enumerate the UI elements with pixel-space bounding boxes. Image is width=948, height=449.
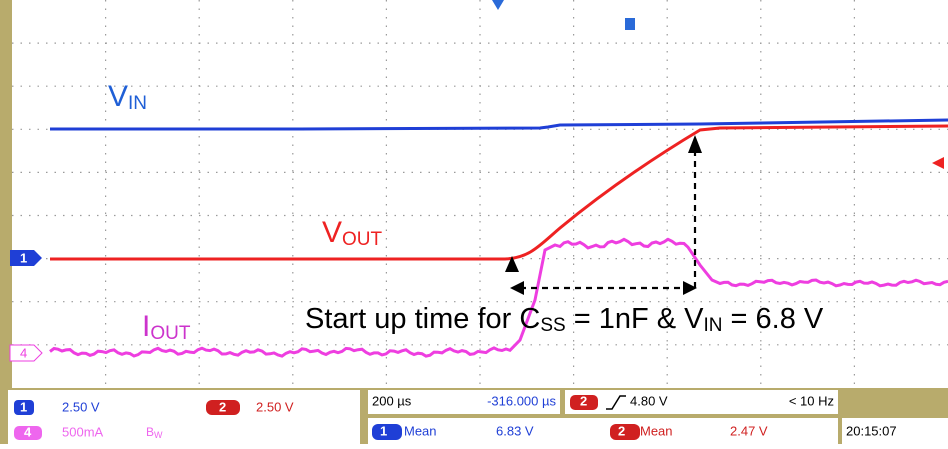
ch2-num: 2 [219,399,226,414]
clock: 20:15:07 [846,423,897,438]
measure-box [368,418,838,444]
m2-num: 2 [618,423,625,438]
m1-type: Mean [404,423,437,438]
channel-box [8,390,360,444]
ch4-marker [9,344,43,362]
trig-level: 4.80 V [630,393,668,408]
m2-badge [610,424,640,440]
vout-trace [50,124,948,261]
iout-trace [49,237,948,358]
m2-type: Mean [640,423,673,438]
trigger-level [932,157,944,169]
iout-label: IOUT [142,310,191,344]
trigger-position [492,0,504,10]
ch1-marker [10,250,42,266]
vin-label: VIN [108,80,147,114]
trig-num: 2 [580,393,587,408]
trig-freq: < 10 Hz [789,393,834,408]
arrows [520,150,697,290]
annotation: Start up time for CSS = 1nF & VIN = 6.8 … [305,303,824,336]
timebase-scale: 200 µs [372,393,412,408]
m1-num: 1 [380,423,387,438]
t-marker [625,18,635,30]
timebase-position: -316.000 µs [487,393,556,408]
arrowheads [505,135,702,295]
trigger-box [565,390,838,414]
ch4-scale: 500mA [62,424,104,439]
ch1-num: 1 [20,399,27,414]
ch4-badge [14,426,42,440]
m2-value: 2.47 V [730,423,768,438]
ch2-badge [206,400,240,415]
vout-label: VOUT [322,216,383,250]
ch1-marker-label: 1 [20,250,27,265]
timebase-box [368,390,560,414]
m1-badge [372,424,402,440]
vin-trace [50,118,948,131]
ch1-scale: 2.50 V [62,399,100,414]
ch4-marker-label: 4 [20,345,27,360]
ch4-num: 4 [24,424,32,439]
trig-badge [570,395,598,410]
clock-box [842,418,948,444]
m1-value: 6.83 V [496,423,534,438]
ch4-bw: BW [146,425,163,440]
trig-slope [606,395,626,410]
ch2-scale: 2.50 V [256,399,294,414]
ch1-badge [14,400,34,415]
